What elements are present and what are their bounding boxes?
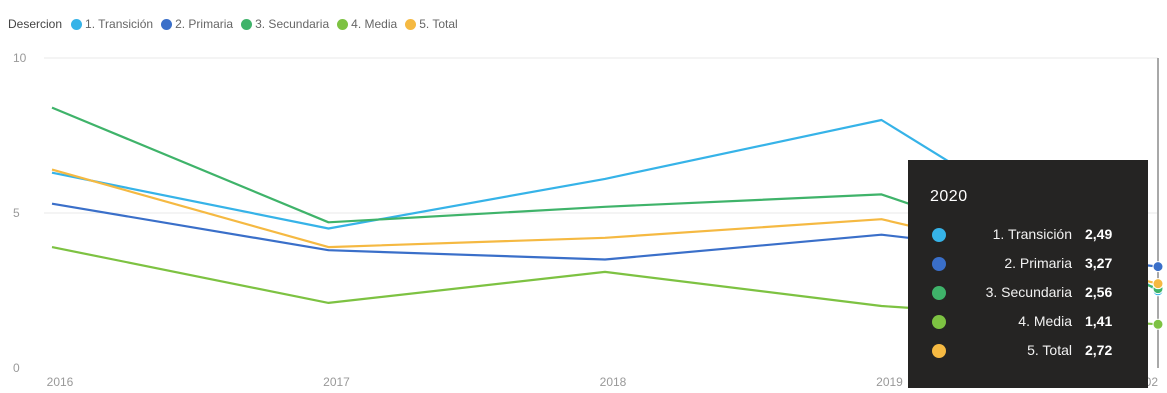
tooltip-series-value: 2,56 <box>1085 284 1113 300</box>
y-tick-label: 0 <box>13 361 20 375</box>
legend-item[interactable]: 2. Primaria <box>161 17 233 31</box>
tooltip-series-value: 2,72 <box>1085 342 1113 358</box>
legend-label: 2. Primaria <box>175 17 234 31</box>
tooltip-series-label: 3. Secundaria <box>985 284 1072 300</box>
tooltip-marker-icon <box>932 228 946 242</box>
y-tick-label: 5 <box>13 206 20 220</box>
tooltip-marker-icon <box>932 257 946 271</box>
y-tick-label: 10 <box>13 51 27 65</box>
legend-item[interactable]: 4. Media <box>337 17 397 31</box>
tooltip-series-label: 4. Media <box>1018 313 1072 329</box>
tooltip-row: 3. Secundaria 2,56 <box>908 280 1148 306</box>
legend-label: 3. Secundaria <box>255 17 330 31</box>
data-point <box>1152 318 1164 330</box>
x-tick-label: 2017 <box>323 375 350 389</box>
legend-label: 5. Total <box>419 17 458 31</box>
tooltip-series-label: 5. Total <box>1027 342 1072 358</box>
tooltip-title: 2020 <box>930 188 968 205</box>
legend-marker-icon <box>337 18 349 30</box>
legend-item[interactable]: 3. Secundaria <box>241 17 329 31</box>
tooltip-series-value: 1,41 <box>1085 313 1113 329</box>
data-point <box>1152 278 1164 290</box>
tooltip-row: 5. Total 2,72 <box>908 338 1148 364</box>
legend-marker-icon <box>241 18 253 30</box>
chart-legend: Desercion 1. Transición 2. Primaria 3. Sec… <box>8 14 466 34</box>
legend-label: 4. Media <box>351 17 398 31</box>
legend-label: 1. Transición <box>85 17 154 31</box>
x-tick-label: 2019 <box>876 375 903 389</box>
tooltip-series-value: 2,49 <box>1085 226 1113 242</box>
x-tick-label: 2018 <box>600 375 627 389</box>
tooltip-marker-icon <box>932 286 946 300</box>
legend-item[interactable]: 1. Transición <box>71 17 153 31</box>
legend-marker-icon <box>405 18 417 30</box>
data-point <box>1152 261 1164 273</box>
x-tick-label: 2016 <box>47 375 74 389</box>
tooltip-series-label: 1. Transición <box>992 226 1072 242</box>
legend-marker-icon <box>161 18 173 30</box>
legend-title: Desercion <box>8 17 63 31</box>
tooltip-row: 1. Transición 2,49 <box>908 222 1148 248</box>
data-tooltip: 2020 1. Transición 2,49 2. Primaria 3,27 3. … <box>908 160 1148 388</box>
tooltip-row: 4. Media 1,41 <box>908 309 1148 335</box>
tooltip-series-value: 3,27 <box>1085 255 1113 271</box>
legend-marker-icon <box>71 18 83 30</box>
tooltip-series-label: 2. Primaria <box>1004 255 1072 271</box>
tooltip-row: 2. Primaria 3,27 <box>908 251 1148 277</box>
tooltip-marker-icon <box>932 315 946 329</box>
tooltip-marker-icon <box>932 344 946 358</box>
legend-item[interactable]: 5. Total <box>405 17 458 31</box>
